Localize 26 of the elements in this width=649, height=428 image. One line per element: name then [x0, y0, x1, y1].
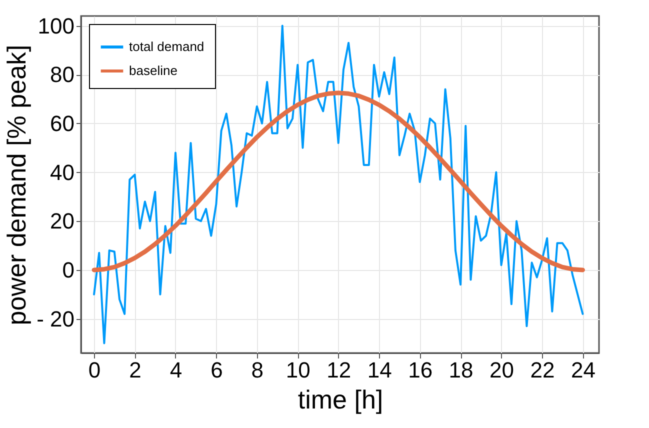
- x-tick-label: 18: [448, 358, 474, 382]
- x-tick-label: 6: [210, 358, 223, 382]
- x-tick-label: 24: [570, 358, 596, 382]
- x-tick-label: 4: [170, 358, 182, 382]
- x-tick-label: 14: [367, 358, 392, 382]
- x-tick-label: 2: [129, 358, 142, 382]
- y-tick-label: - 20: [36, 306, 74, 332]
- x-tick-label: 10: [286, 358, 310, 382]
- y-axis-title: power demand [% peak]: [2, 44, 32, 326]
- x-tick-label: 22: [530, 358, 555, 382]
- x-tick-label: 16: [408, 358, 433, 382]
- x-tick-label: 12: [326, 358, 352, 382]
- legend-label: total demand: [129, 39, 204, 54]
- y-tick-label: 60: [50, 110, 74, 136]
- legend-label: baseline: [129, 63, 178, 78]
- y-tick-label: 0: [62, 257, 74, 282]
- line-series: [93, 24, 584, 344]
- x-tick-label: 20: [490, 358, 514, 382]
- y-tick-label: 20: [50, 208, 74, 234]
- x-axis-title: time [h]: [298, 384, 384, 414]
- y-tick-label: 80: [50, 62, 74, 88]
- x-tick-label: 8: [251, 358, 264, 382]
- y-tick-label: 40: [50, 160, 74, 185]
- x-tick-label: 0: [88, 358, 101, 382]
- y-tick-label: 100: [38, 13, 74, 38]
- line-series: [92, 90, 585, 272]
